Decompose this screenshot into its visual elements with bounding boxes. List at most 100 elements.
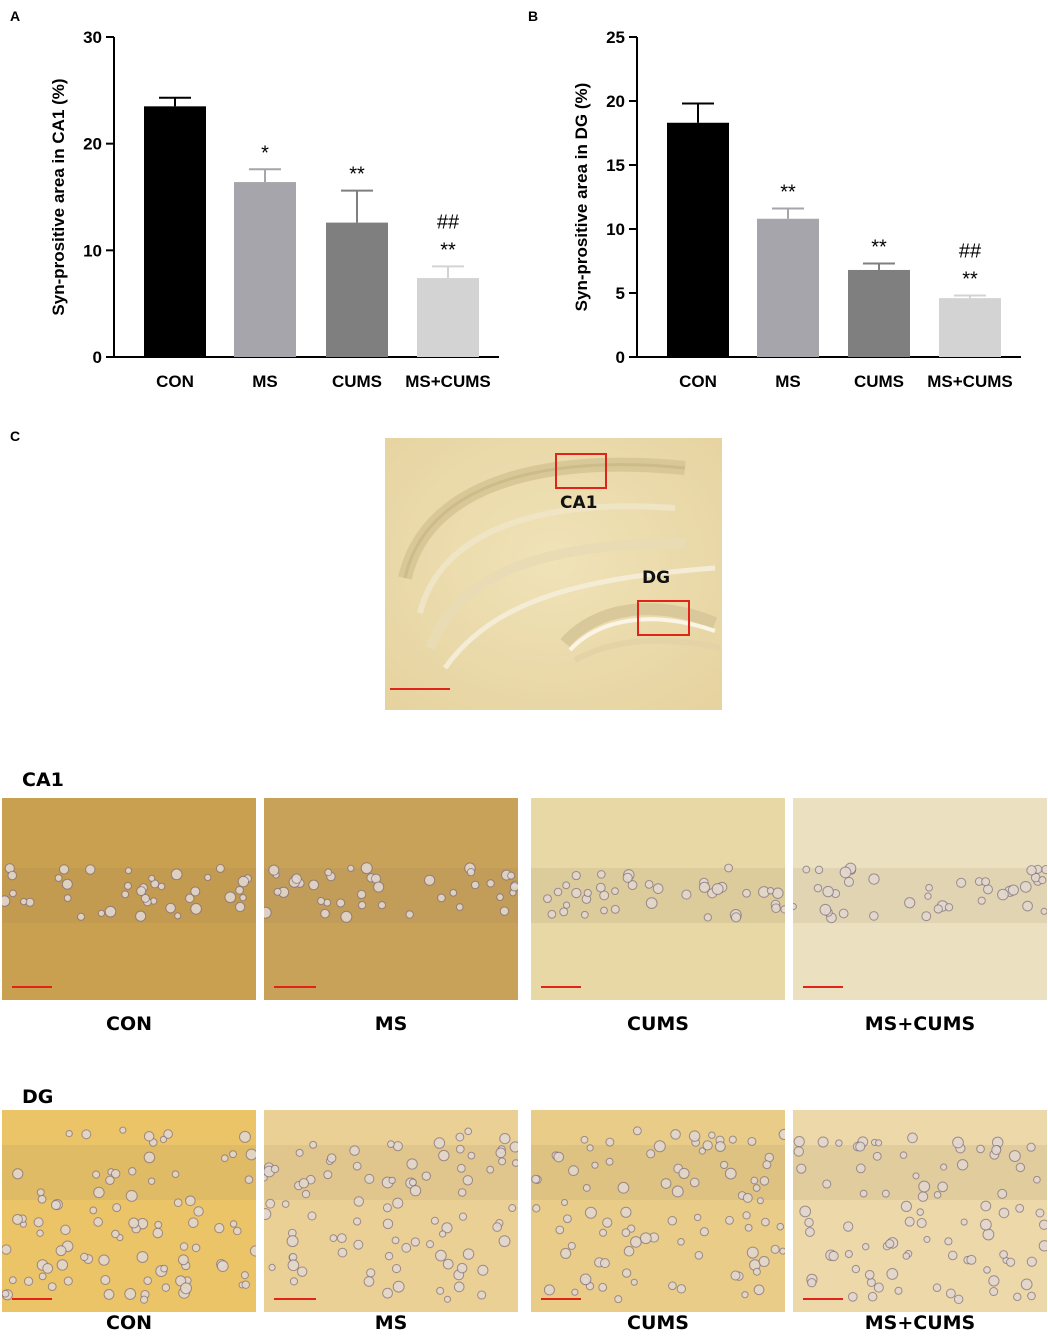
cell-nucleus (244, 1175, 254, 1184)
cell-nucleus (136, 886, 147, 896)
cell-nucleus (532, 1204, 541, 1213)
cell-nucleus (793, 1136, 805, 1148)
cell-nucleus (36, 1188, 45, 1197)
cell-nucleus (762, 1160, 772, 1170)
cell-nucleus (698, 1147, 706, 1155)
cell-nucleus (7, 870, 18, 881)
chart-b-y-tick-label: 15 (606, 156, 625, 175)
cell-nucleus (752, 1267, 761, 1276)
cell-nucleus (264, 1208, 272, 1221)
cell-nucleus (462, 1175, 474, 1186)
cell-nucleus (711, 883, 724, 895)
cell-nucleus (947, 1250, 958, 1261)
cell-nucleus (873, 1282, 884, 1293)
cell-nucleus (622, 872, 633, 883)
cell-nucleus (224, 891, 237, 904)
cell-nucleus (567, 1241, 576, 1250)
cell-nucleus (125, 1189, 138, 1202)
dg-micrograph-con (2, 1110, 256, 1312)
cell-nucleus (562, 901, 571, 909)
cell-nucleus (591, 1161, 599, 1169)
cell-nucleus (843, 876, 854, 887)
cell-nucleus (154, 1220, 163, 1229)
cell-nucleus (804, 1217, 814, 1228)
cell-nucleus (12, 1168, 24, 1180)
cell-nucleus (136, 1251, 149, 1263)
cell-nucleus (377, 901, 387, 910)
cell-nucleus (437, 893, 446, 903)
cell-nucleus (563, 1214, 572, 1224)
cell-nucleus (630, 1236, 642, 1248)
cell-nucleus (387, 1140, 395, 1148)
chart-a-significance-mark: * (261, 142, 269, 164)
cell-nucleus (553, 887, 563, 897)
cell-nucleus (143, 1151, 156, 1164)
cell-nucleus (98, 1254, 110, 1266)
cell-nucleus (323, 1170, 333, 1180)
panel-letter-c: C (10, 428, 21, 444)
cell-nucleus (851, 1264, 861, 1274)
cell-nucleus (235, 885, 244, 895)
cell-nucleus (358, 901, 367, 910)
cell-nucleus (353, 1217, 362, 1226)
cell-nucleus (165, 902, 176, 914)
cell-nucleus (77, 912, 86, 921)
cell-nucleus (703, 913, 712, 922)
cell-nucleus (188, 1217, 199, 1228)
cell-nucleus (307, 1211, 317, 1221)
cell-nucleus (477, 1290, 487, 1300)
chart-b-significance-mark: ** (780, 182, 796, 204)
cell-nucleus (1038, 1219, 1047, 1230)
cell-nucleus (699, 1227, 709, 1237)
dg-caption-ms: MS (374, 1312, 408, 1334)
cell-nucleus (384, 1251, 394, 1261)
cell-nucleus (925, 883, 933, 892)
ca1-caption-ms: MS (374, 1013, 408, 1035)
cell-nucleus (1008, 1150, 1021, 1163)
cell-nucleus (191, 1243, 201, 1253)
chart-b-y-tick-label: 5 (616, 284, 625, 303)
chart-b-category-label: CUMS (854, 372, 904, 391)
cell-nucleus (2, 895, 11, 907)
cell-nucleus (363, 1276, 375, 1287)
cell-nucleus (298, 1178, 309, 1189)
cell-nucleus (430, 1216, 439, 1225)
cell-nucleus (676, 1284, 687, 1294)
cell-nucleus (324, 868, 333, 877)
cell-nucleus (611, 887, 619, 896)
cell-nucleus (47, 1282, 57, 1291)
cell-nucleus (912, 1172, 920, 1180)
cell-nucleus (956, 1159, 969, 1171)
cell-nucleus (688, 1130, 701, 1142)
cell-nucleus (392, 1141, 403, 1152)
cell-nucleus (580, 1135, 589, 1144)
dg-tissue-texture (531, 1126, 785, 1304)
ca1-tissue-texture (2, 863, 256, 923)
cell-nucleus (509, 1141, 518, 1153)
cell-nucleus (317, 897, 326, 905)
cell-nucleus (819, 903, 832, 916)
cell-nucleus (559, 907, 569, 917)
ca1-tissue-texture (264, 862, 518, 923)
cell-nucleus (458, 1212, 468, 1221)
cell-nucleus (756, 1197, 764, 1205)
chart-a-category-label: MS (252, 372, 278, 391)
cell-nucleus (580, 910, 589, 919)
cell-nucleus (864, 1269, 875, 1280)
cell-nucleus (295, 1148, 304, 1157)
cell-nucleus (233, 1226, 242, 1236)
cell-nucleus (742, 1192, 753, 1203)
cell-nucleus (902, 1252, 911, 1260)
scale-bar (390, 688, 450, 690)
cell-nucleus (135, 910, 147, 922)
cell-nucleus (170, 868, 183, 881)
cell-nucleus (758, 1255, 770, 1268)
cell-nucleus (874, 1139, 883, 1147)
scale-bar (274, 986, 316, 988)
ca1-caption-con: CON (106, 1013, 152, 1035)
cell-nucleus (793, 1146, 804, 1157)
cell-nucleus (1027, 1291, 1036, 1301)
cell-nucleus (997, 1188, 1008, 1199)
cell-nucleus (347, 864, 355, 872)
cell-nucleus (287, 1259, 300, 1272)
